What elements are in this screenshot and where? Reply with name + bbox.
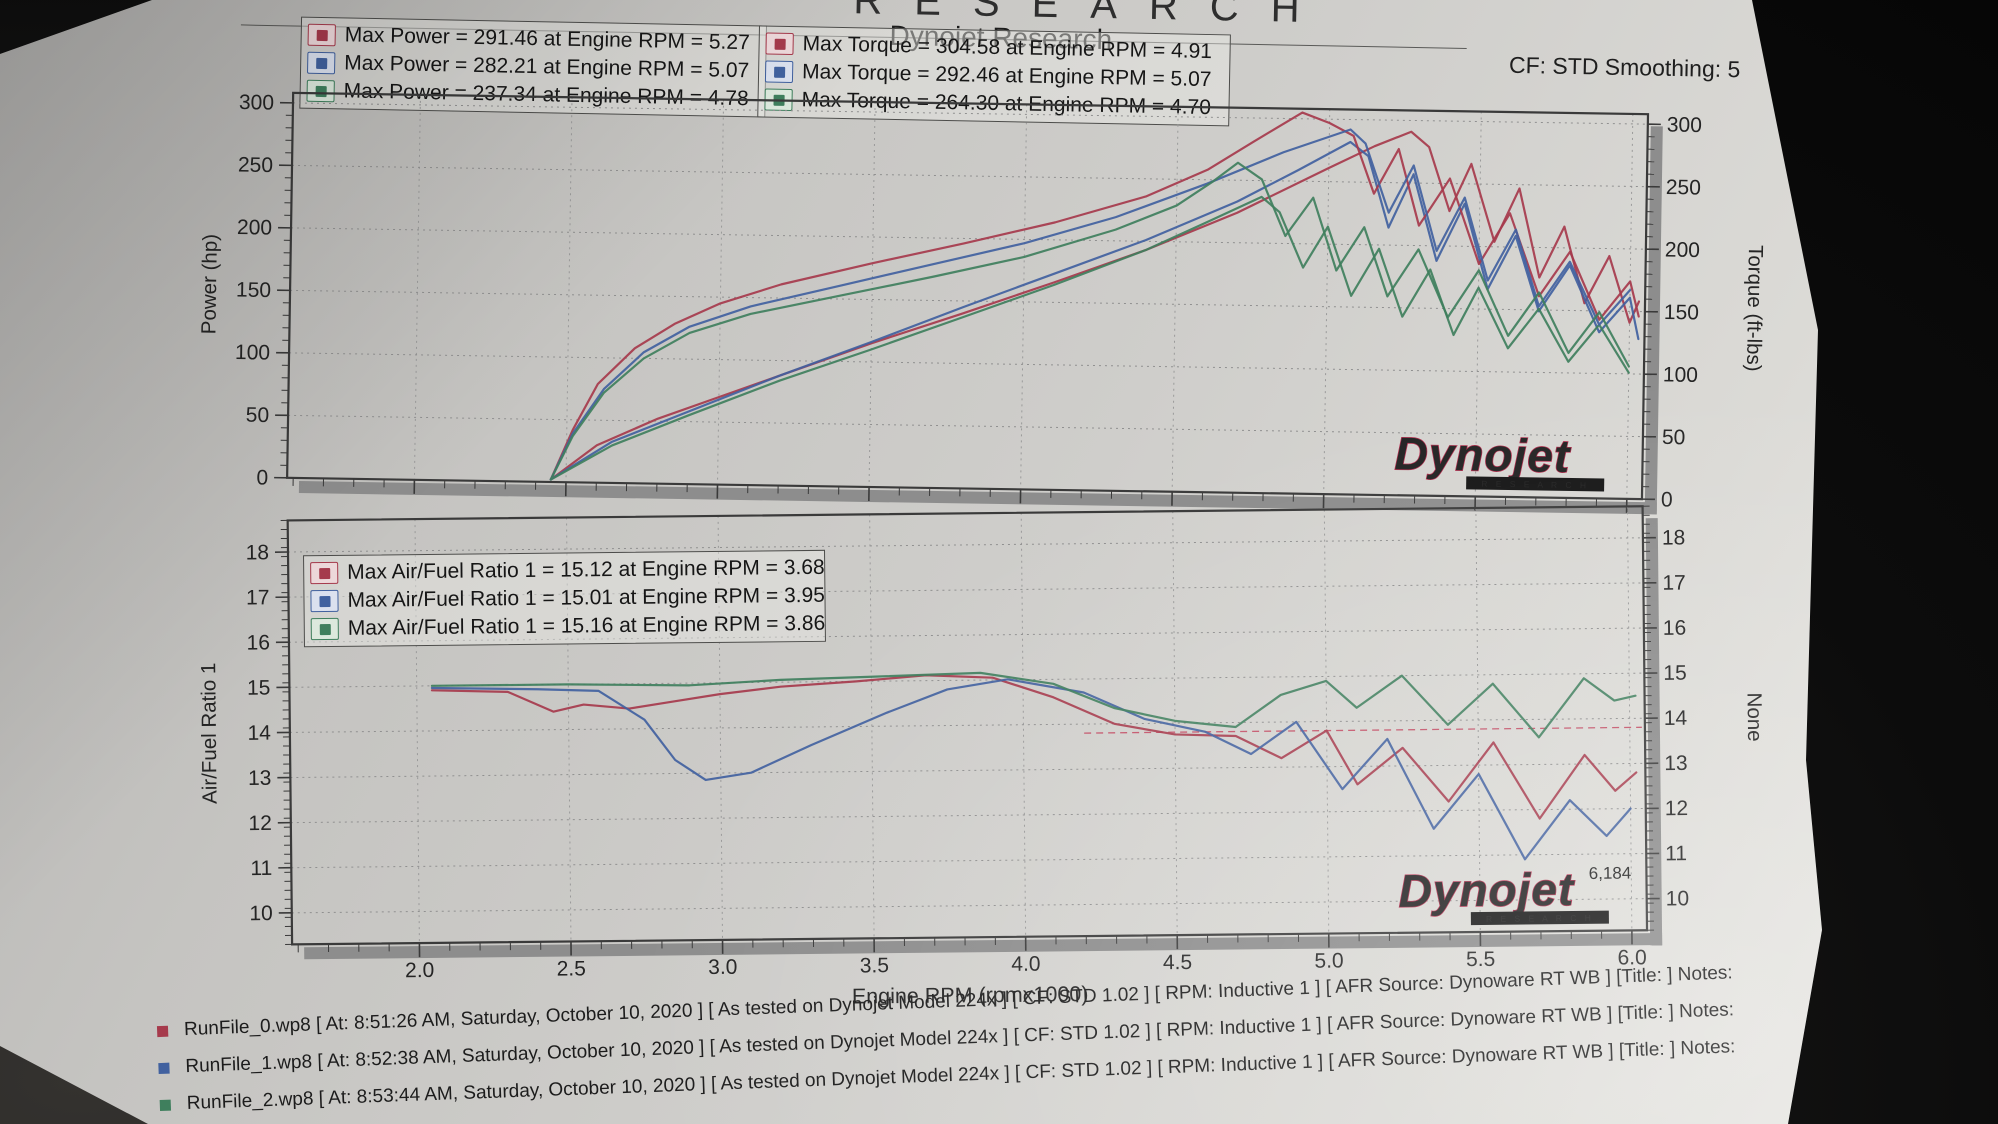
y-tick-label: 10	[1666, 887, 1690, 910]
chart-shadow	[1644, 126, 1663, 515]
curve-afr-run1	[430, 678, 1632, 861]
y-tick-label: 150	[236, 279, 271, 303]
x-tick-label: 3.0	[708, 956, 737, 979]
curve-torque-run1	[549, 128, 1632, 481]
afr-target-line	[1084, 726, 1642, 734]
x-tick-label: 5.0	[1314, 949, 1343, 972]
y-tick-label: 50	[246, 404, 270, 427]
y-tick-label: 50	[1662, 426, 1686, 449]
y-tick-label: 18	[246, 541, 270, 564]
svg-text:R E S E A R C H: R E S E A R C H	[1486, 913, 1594, 924]
y-tick-label: 12	[1665, 797, 1689, 820]
y-tick-label: 0	[1661, 488, 1673, 511]
curve-power-run1	[549, 140, 1640, 481]
green-run-bullet-icon	[159, 1099, 172, 1111]
y-tick-label: 13	[1664, 752, 1688, 775]
curve-torque-run2	[549, 161, 1630, 481]
x-tick-label: 3.5	[860, 954, 889, 977]
red-run-bullet-icon	[156, 1025, 169, 1037]
y-tick-label: 100	[1663, 363, 1698, 387]
y-tick-label: 17	[246, 586, 270, 609]
y-tick-label: 15	[247, 677, 271, 700]
plot-frame	[286, 91, 1650, 501]
curve-power-run2	[549, 195, 1630, 481]
x-tick-label: 4.5	[1163, 951, 1192, 974]
svg-text:R E S E A R C H: R E S E A R C H	[1481, 479, 1589, 491]
y-tick-label: 300	[1667, 113, 1702, 137]
y-tick-label: 200	[1665, 238, 1700, 262]
x-tick-label: 2.0	[405, 959, 434, 982]
chart-shadow	[298, 481, 1657, 515]
y-tick-label: 18	[1662, 526, 1686, 549]
y-axis-title-right: None	[1743, 692, 1767, 741]
x-tick-label: 4.0	[1011, 953, 1040, 976]
y-tick-label: 17	[1662, 571, 1686, 594]
y-tick-label: 15	[1663, 662, 1687, 685]
y-tick-label: 250	[1666, 176, 1701, 200]
y-tick-label: 16	[246, 631, 270, 654]
y-tick-label: 250	[238, 154, 273, 178]
svg-text:Dynojet: Dynojet	[1394, 427, 1571, 482]
y-tick-label: 300	[239, 91, 274, 115]
y-tick-label: 0	[256, 466, 268, 489]
curve-torque-run0	[549, 111, 1640, 481]
curve-afr-run2	[430, 671, 1637, 739]
y-tick-label: 10	[249, 902, 273, 925]
x-tick-label: 2.5	[557, 957, 586, 980]
y-tick-label: 200	[237, 216, 272, 240]
svg-text:Dynojet: Dynojet	[1398, 863, 1575, 917]
chart-shadow	[304, 933, 1663, 960]
y-axis-title-left: Air/Fuel Ratio 1	[197, 663, 221, 805]
power-torque-chart: 0 0 50 50 100 100 150 150 200 200 250 250 300 300 Powe…	[197, 91, 1767, 515]
x-tick-label: 6.0	[1617, 946, 1646, 969]
chart-shadow	[1645, 518, 1663, 946]
y-tick-label: 13	[248, 767, 272, 790]
y-tick-label: 12	[248, 812, 272, 835]
y-tick-label: 150	[1664, 301, 1699, 325]
y-tick-label: 100	[235, 341, 270, 365]
y-axis-title-left: Power (hp)	[197, 234, 222, 335]
x-tick-label: 5.5	[1466, 948, 1495, 971]
annotation: 6,184	[1589, 864, 1632, 883]
y-tick-label: 11	[250, 857, 272, 880]
y-axis-title-right: Torque (ft-lbs)	[1742, 245, 1767, 372]
y-tick-label: 16	[1663, 617, 1687, 640]
afr-chart: 10 10 11 11 12 12 13 13 14 14 15 15 16 16 17 17 18 18 2.0 2…	[197, 505, 1767, 1009]
curve-afr-run0	[430, 674, 1638, 820]
y-tick-label: 14	[247, 722, 271, 745]
x-axis-title: Engine RPM (rpmx1000)	[852, 982, 1089, 1008]
blue-run-bullet-icon	[158, 1062, 170, 1074]
y-tick-label: 11	[1665, 842, 1687, 865]
y-tick-label: 14	[1664, 707, 1688, 730]
